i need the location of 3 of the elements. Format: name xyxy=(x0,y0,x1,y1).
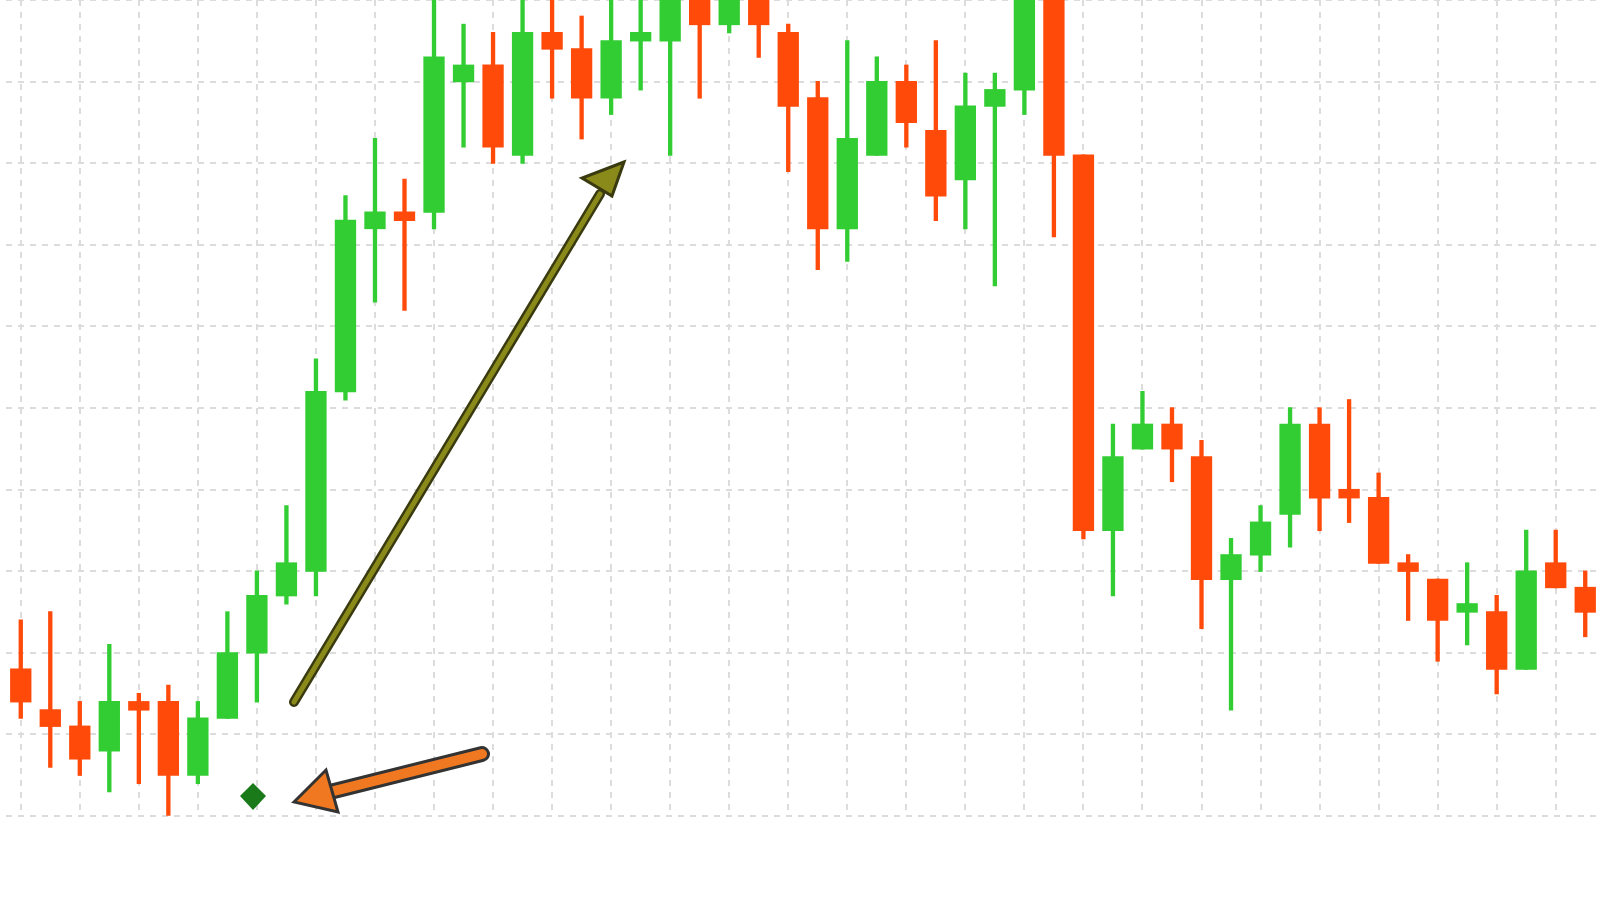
candlestick xyxy=(629,0,652,91)
candlestick xyxy=(452,23,475,148)
candlestick xyxy=(393,178,416,311)
